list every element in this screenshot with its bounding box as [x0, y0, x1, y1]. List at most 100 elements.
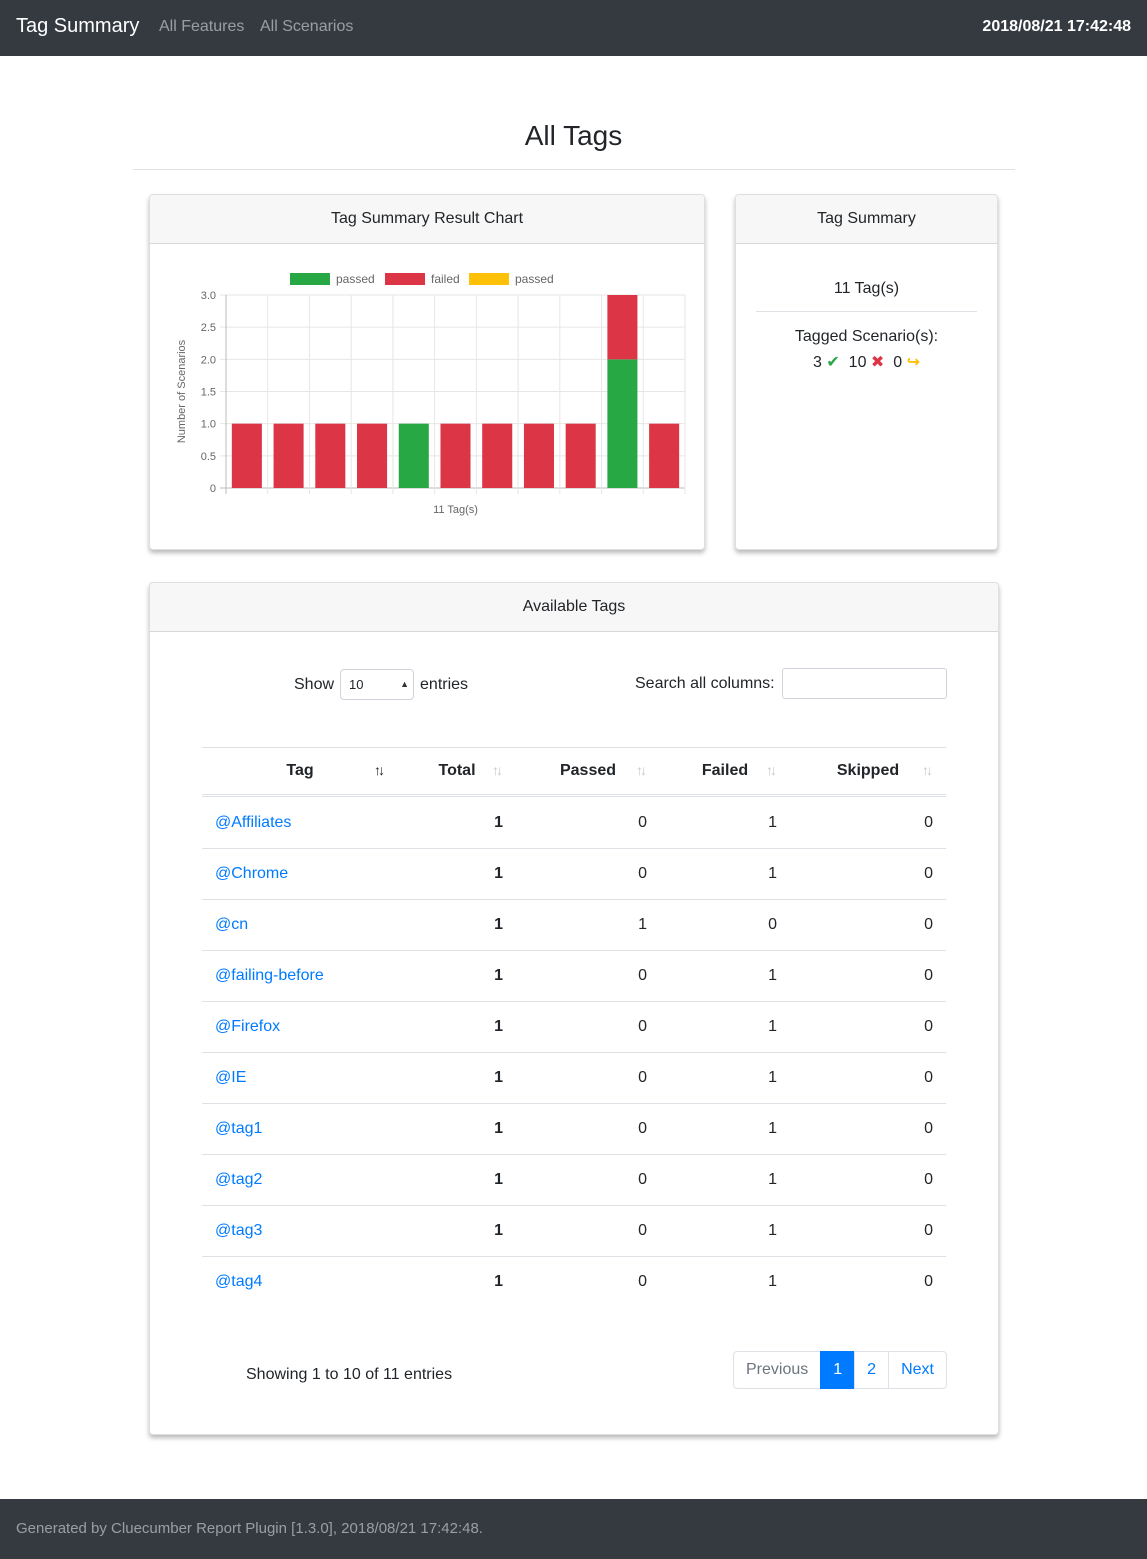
- column-header-total[interactable]: Total ↑↓: [398, 747, 516, 797]
- bar-segment: [231, 423, 262, 488]
- column-header-passed[interactable]: Passed ↑↓: [516, 747, 660, 797]
- legend-swatch: [385, 273, 425, 285]
- cell-tag: @tag1: [202, 1103, 398, 1154]
- y-tick-label: 0: [210, 483, 216, 495]
- cell-failed: 1: [660, 1103, 790, 1154]
- cell-total: 1: [398, 848, 516, 899]
- cell-tag: @cn: [202, 899, 398, 950]
- next-button[interactable]: Next: [888, 1351, 947, 1389]
- cell-failed: 1: [660, 1001, 790, 1052]
- cell-tag: @tag4: [202, 1256, 398, 1307]
- y-tick-label: 2.5: [201, 322, 216, 334]
- summary-divider: [756, 311, 977, 312]
- legend-label: failed: [431, 272, 460, 286]
- entries-label: entries: [420, 675, 469, 693]
- cell-total: 1: [398, 1154, 516, 1205]
- nav-all-scenarios[interactable]: All Scenarios: [260, 18, 354, 35]
- cell-failed: 1: [660, 1052, 790, 1103]
- cell-tag: @IE: [202, 1052, 398, 1103]
- bar-segment: [440, 423, 471, 488]
- cell-total: 1: [398, 1103, 516, 1154]
- skipped-count: 0: [893, 354, 903, 371]
- cell-skipped: 0: [790, 1001, 946, 1052]
- y-tick-label: 3.0: [201, 290, 216, 302]
- cell-total: 1: [398, 950, 516, 1001]
- column-header-failed[interactable]: Failed ↑↓: [660, 747, 790, 797]
- tag-link[interactable]: @Chrome: [215, 865, 289, 882]
- tag-link[interactable]: @tag3: [215, 1222, 263, 1239]
- table-row: @tag4 1 0 1 0: [202, 1256, 946, 1307]
- y-tick-label: 0.5: [201, 451, 216, 463]
- cell-passed: 0: [516, 1052, 660, 1103]
- previous-button[interactable]: Previous: [733, 1351, 822, 1389]
- cell-skipped: 0: [790, 1103, 946, 1154]
- cell-failed: 1: [768, 813, 777, 831]
- search-label: Search all columns:: [635, 674, 775, 692]
- bar-segment: [398, 423, 429, 488]
- cell-failed: 1: [660, 1154, 790, 1205]
- tag-link[interactable]: @IE: [215, 1069, 247, 1086]
- table-row: @failing-before 1 0 1 0: [202, 950, 946, 1001]
- scenario-counts: 3 ✔ 10 ✖ 0 ↪: [736, 352, 997, 372]
- column-label: Skipped: [836, 762, 900, 779]
- column-header-tag[interactable]: Tag ↑↓: [202, 747, 398, 797]
- table-row: @cn 1 1 0 0: [202, 899, 946, 950]
- cell-skipped: 0: [790, 1256, 946, 1307]
- title-divider: [133, 169, 1015, 170]
- bar-segment: [357, 423, 388, 488]
- page-size-select[interactable]: 10 ▲: [340, 669, 415, 700]
- cell-total: 1: [398, 899, 516, 950]
- search-input[interactable]: [781, 668, 947, 699]
- bar-segment: [607, 359, 638, 488]
- pagination: Previous 1 2 Next: [733, 1351, 947, 1389]
- cell-passed: 0: [516, 1256, 660, 1307]
- tag-link[interactable]: @tag2: [215, 1171, 263, 1188]
- cell-failed: 1: [660, 950, 790, 1001]
- y-axis-label: Number of Scenarios: [176, 339, 188, 443]
- legend-swatch: [290, 273, 330, 285]
- tag-link[interactable]: @tag4: [215, 1273, 263, 1290]
- search-control: Search all columns:: [635, 668, 947, 699]
- y-tick-label: 2.0: [201, 354, 216, 366]
- summary-card: Tag Summary 11 Tag(s) Tagged Scenario(s)…: [735, 194, 998, 550]
- page-size-control: Show 10 ▲ entries: [294, 669, 468, 700]
- bar-segment: [482, 423, 513, 488]
- cell-skipped: 0: [790, 1205, 946, 1256]
- page-1-button[interactable]: 1: [820, 1351, 856, 1389]
- brand-link[interactable]: Tag Summary: [16, 15, 140, 37]
- tagged-scenarios-label: Tagged Scenario(s):: [794, 328, 939, 345]
- tag-link[interactable]: @tag1: [215, 1120, 263, 1137]
- cell-total: 1: [398, 1052, 516, 1103]
- tag-link[interactable]: @cn: [215, 916, 249, 933]
- cross-icon: ✖: [870, 354, 885, 371]
- table-row: @tag1 1 0 1 0: [202, 1103, 946, 1154]
- legend-label: passed: [515, 272, 554, 286]
- column-header-skipped[interactable]: Skipped ↑↓: [790, 747, 946, 797]
- column-label: Passed: [559, 762, 617, 779]
- tag-link[interactable]: @Firefox: [215, 1018, 281, 1035]
- cell-passed: 0: [516, 1205, 660, 1256]
- page-size-value: 10: [349, 677, 364, 692]
- tag-link[interactable]: @Affiliates: [215, 813, 292, 831]
- available-tags-card: Available Tags Show 10 ▲ entries Search …: [149, 582, 999, 1435]
- legend-label: passed: [336, 272, 375, 286]
- bar-segment: [649, 423, 680, 488]
- cell-total: 1: [494, 813, 503, 831]
- cell-passed: 0: [638, 813, 647, 831]
- failed-count: 10: [848, 354, 867, 371]
- cell-tag: @Firefox: [202, 1001, 398, 1052]
- bar-segment: [523, 423, 554, 488]
- table-row: @tag2 1 0 1 0: [202, 1154, 946, 1205]
- cell-passed: 0: [516, 848, 660, 899]
- cell-tag: @Chrome: [202, 848, 398, 899]
- nav-all-features[interactable]: All Features: [159, 18, 245, 35]
- tag-link[interactable]: @failing-before: [215, 967, 324, 984]
- cell-tag: @Affiliates: [202, 797, 398, 848]
- available-tags-title: Available Tags: [150, 583, 998, 632]
- page-2-button[interactable]: 2: [854, 1351, 890, 1389]
- sort-icon: ↑↓: [766, 762, 777, 778]
- skip-arrow-icon: ↪: [906, 354, 920, 371]
- cell-passed: 0: [516, 1001, 660, 1052]
- table-info: Showing 1 to 10 of 11 entries: [246, 1366, 453, 1383]
- summary-card-title: Tag Summary: [736, 195, 997, 244]
